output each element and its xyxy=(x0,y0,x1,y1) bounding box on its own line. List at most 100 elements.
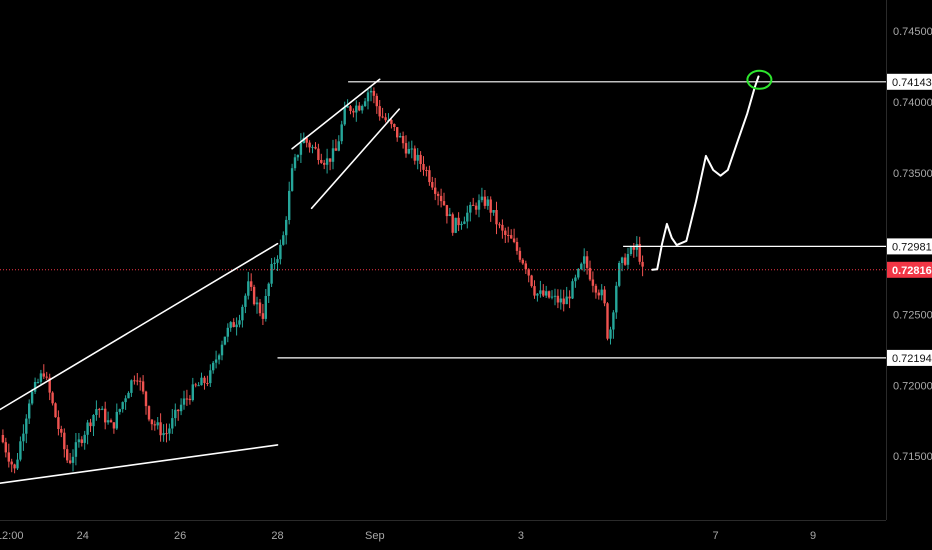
candle-body xyxy=(162,433,165,436)
candle-body xyxy=(296,154,300,158)
candle-body xyxy=(42,373,45,377)
candle-body xyxy=(375,95,378,107)
candle-body xyxy=(480,196,484,201)
candle-body xyxy=(384,117,387,121)
candle-body xyxy=(472,204,475,206)
candle-body xyxy=(171,418,174,429)
candle-body xyxy=(83,434,86,443)
candle-body xyxy=(33,382,37,392)
candle-body xyxy=(366,92,370,102)
candle-body xyxy=(109,420,113,423)
price-tick-label: 0.74000 xyxy=(893,97,932,109)
candle-body xyxy=(577,269,580,278)
candle-body xyxy=(28,403,31,419)
candle-body xyxy=(349,106,352,111)
candle-body xyxy=(331,148,335,162)
candle-body xyxy=(71,456,75,463)
candle-body xyxy=(641,261,644,267)
candle-body xyxy=(325,158,329,165)
candle-body xyxy=(483,196,487,206)
candle-body xyxy=(486,199,489,206)
price-axis[interactable]: 0.745000.740000.735000.730000.725000.720… xyxy=(887,26,932,463)
candle-body xyxy=(521,259,524,264)
candle-body xyxy=(615,285,618,313)
time-tick-label: 9 xyxy=(810,530,816,542)
time-tick-label: 26 xyxy=(174,530,186,542)
candle-body xyxy=(54,403,57,418)
candle-body xyxy=(436,193,440,196)
time-tick-label: 24 xyxy=(77,530,89,542)
current-price-box xyxy=(887,261,932,278)
candle-body xyxy=(147,406,151,420)
candle-body xyxy=(305,137,308,143)
candle-body xyxy=(206,383,209,384)
candle-body xyxy=(68,460,72,463)
candle-body xyxy=(267,283,270,296)
candle-body xyxy=(45,376,48,378)
candle-body xyxy=(98,409,101,411)
candle-body xyxy=(574,277,577,282)
candle-body xyxy=(457,217,460,226)
candle-body xyxy=(466,212,469,222)
candle-body xyxy=(270,264,273,284)
candle-body xyxy=(583,256,586,264)
candle-body xyxy=(343,107,346,125)
candle-body xyxy=(504,230,507,235)
candle-body xyxy=(469,204,472,213)
candle-body xyxy=(547,291,551,298)
candle-body xyxy=(4,442,7,453)
candle-body xyxy=(518,250,522,260)
candle-body xyxy=(340,124,343,142)
candle-body xyxy=(539,290,542,294)
candle-body xyxy=(255,302,259,305)
candle-body xyxy=(512,238,516,242)
candle-body xyxy=(273,262,276,264)
candle-body xyxy=(612,312,615,330)
time-axis[interactable]: 12:00 24 26 28 Sep 3 7 9 xyxy=(0,530,816,542)
candle-body xyxy=(92,415,95,427)
candle-body xyxy=(407,149,411,154)
candle-body xyxy=(118,409,121,412)
candle-body xyxy=(410,148,413,150)
candle-body xyxy=(104,408,107,423)
candle-body xyxy=(63,432,66,450)
candle-body xyxy=(299,142,303,155)
candle-body xyxy=(632,247,635,250)
candle-body xyxy=(115,411,118,429)
candle-body xyxy=(279,244,282,260)
candle-body xyxy=(264,296,267,319)
candle-body xyxy=(25,418,28,434)
candle-body xyxy=(474,205,478,210)
level-price-label: 0.72981 xyxy=(892,241,932,253)
candle-body xyxy=(168,428,171,434)
candle-body xyxy=(1,435,5,443)
candle-body xyxy=(536,293,539,296)
candle-body xyxy=(203,377,206,383)
candle-body xyxy=(442,201,446,206)
candle-body xyxy=(445,205,449,217)
candle-body xyxy=(439,195,443,202)
candle-body xyxy=(179,404,183,412)
price-tick-label: 0.72000 xyxy=(893,380,932,392)
candle-body xyxy=(629,247,633,254)
candle-body xyxy=(212,362,215,371)
candle-body xyxy=(66,449,69,461)
candle-body xyxy=(594,285,598,293)
candle-body xyxy=(214,359,218,363)
candle-body xyxy=(422,164,425,170)
candle-body xyxy=(428,170,431,183)
candle-body xyxy=(591,279,595,286)
level-price-label: 0.72194 xyxy=(892,353,932,365)
level-price-box xyxy=(887,73,932,90)
candle-body xyxy=(200,377,203,386)
candle-body xyxy=(334,148,338,151)
candle-body xyxy=(36,382,40,383)
candle-body xyxy=(355,105,358,113)
candle-body xyxy=(580,263,583,269)
candle-body xyxy=(89,422,92,427)
candle-body xyxy=(425,170,428,171)
candle-body xyxy=(276,259,279,263)
candle-body xyxy=(320,160,323,163)
candle-body xyxy=(80,439,83,443)
